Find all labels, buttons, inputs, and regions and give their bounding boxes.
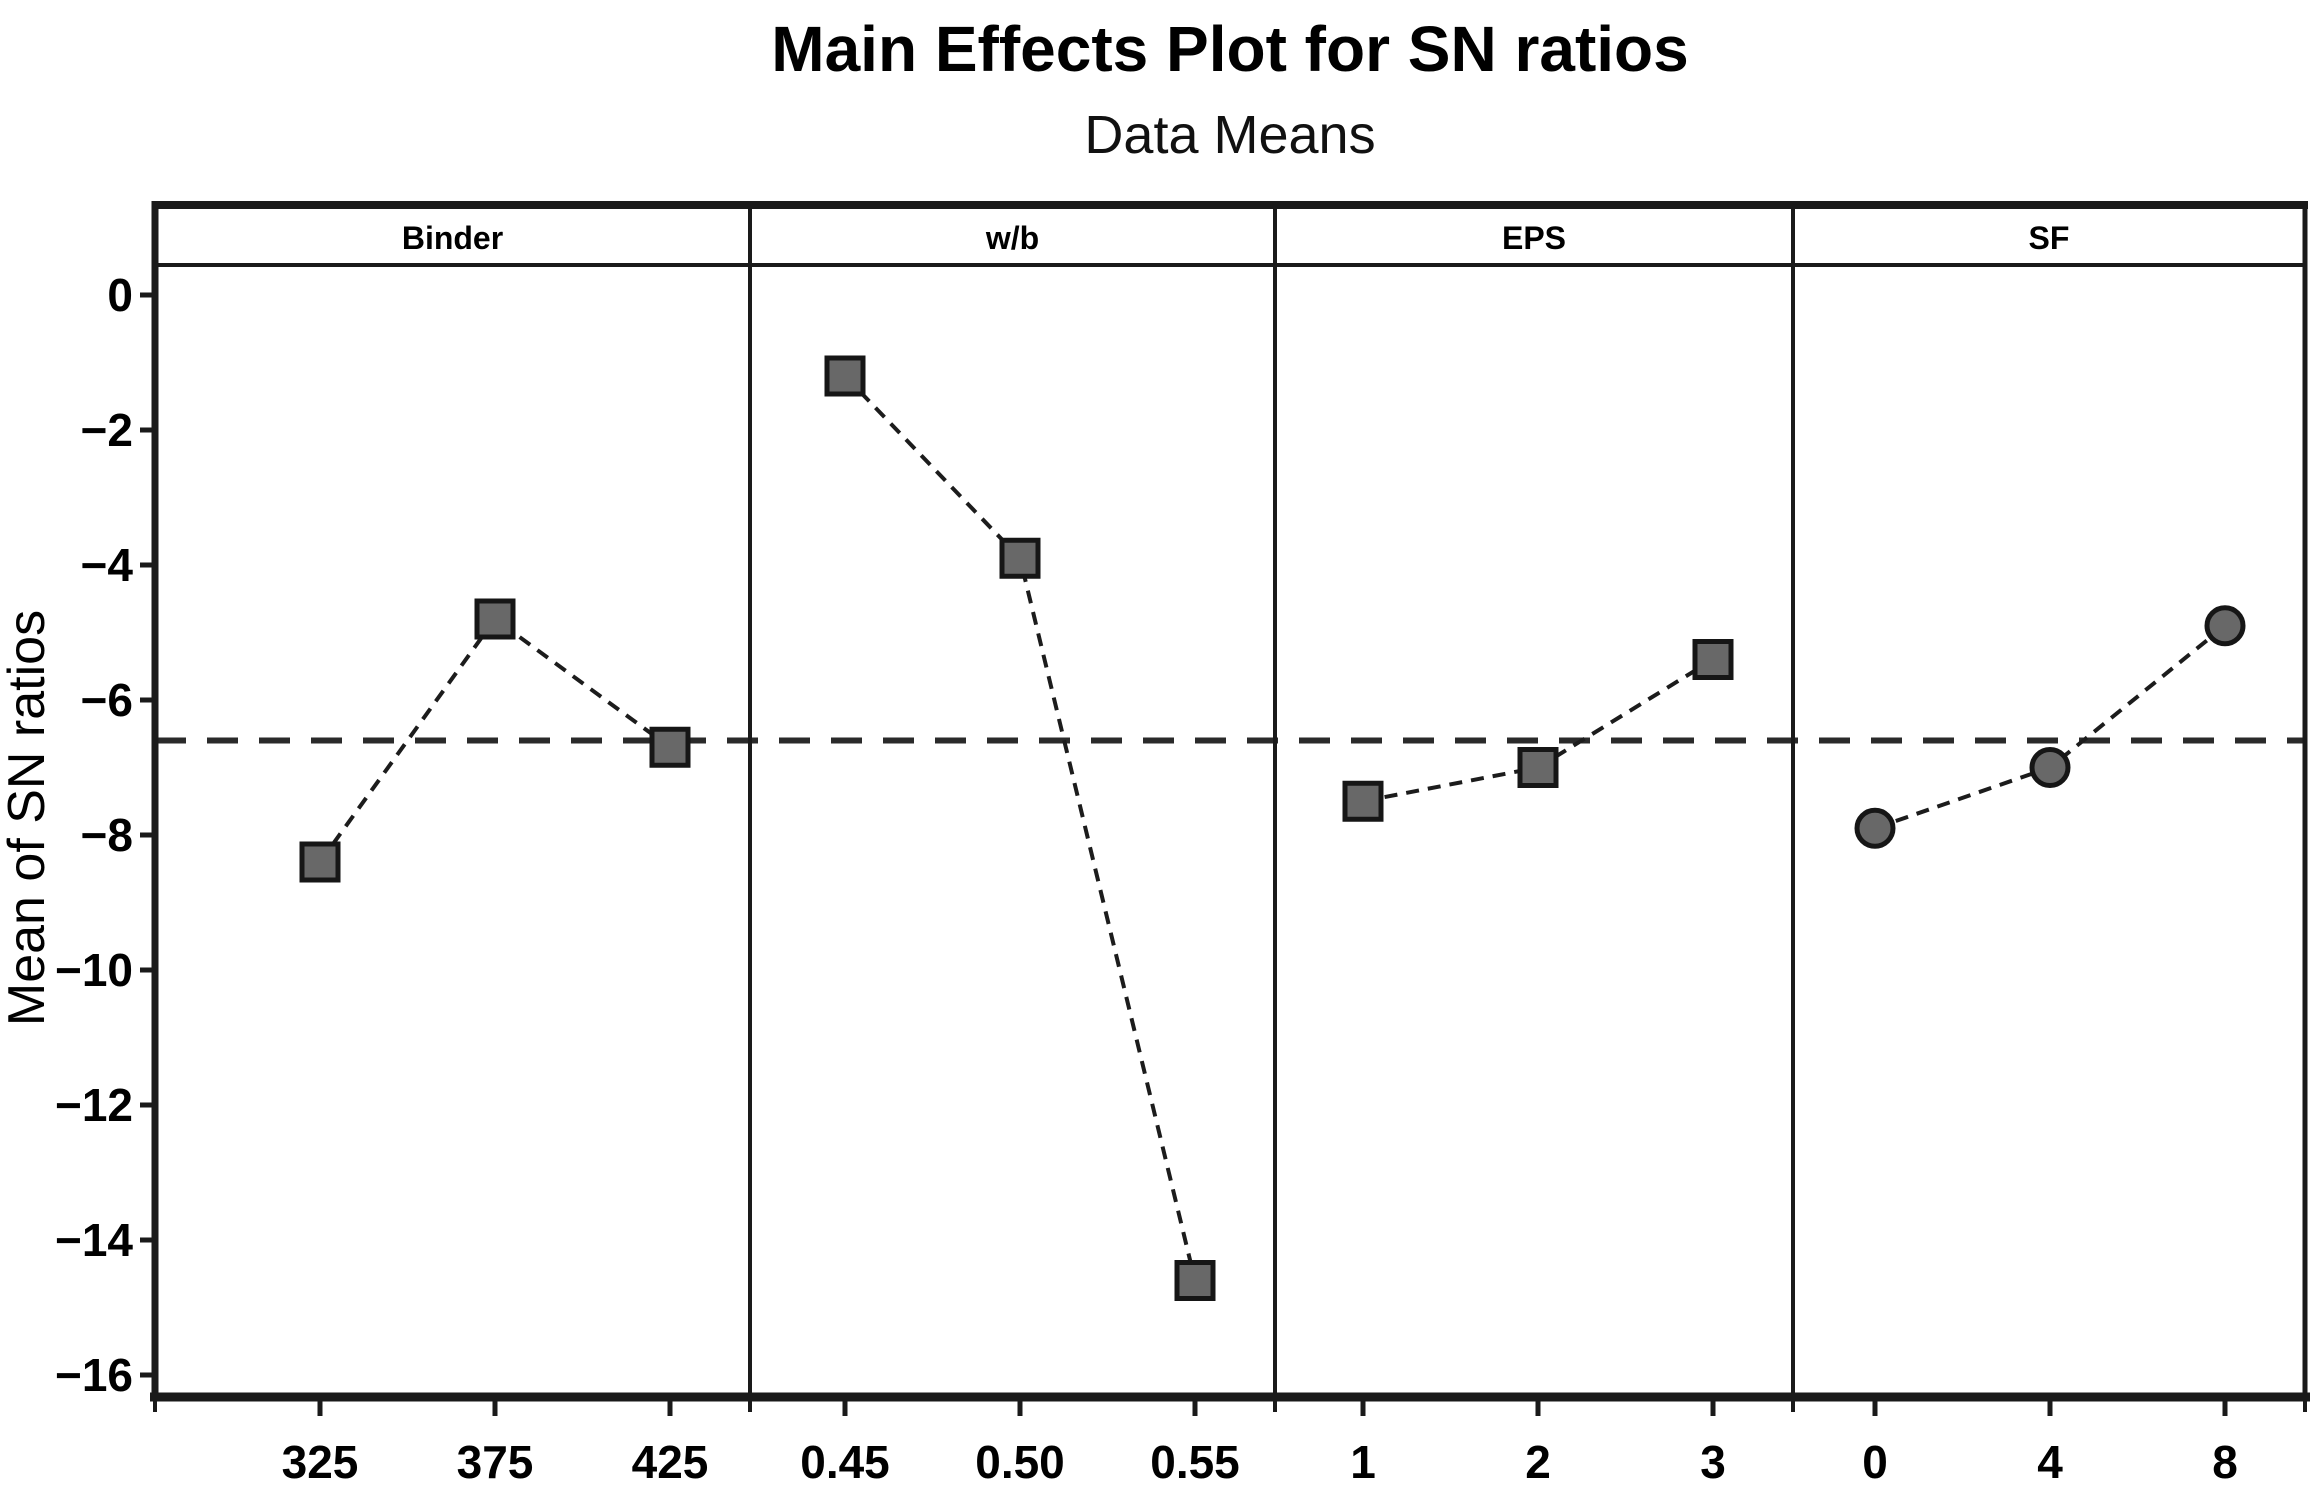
data-point-marker — [299, 841, 341, 883]
data-point-marker — [1692, 639, 1734, 680]
chart-title: Main Effects Plot for SN ratios — [771, 13, 1689, 85]
x-tick-label: 425 — [632, 1436, 709, 1487]
data-point-marker — [474, 598, 516, 640]
series-line-sf — [1874, 624, 2227, 831]
x-tick-label: 375 — [457, 1436, 534, 1487]
data-point-marker — [1342, 780, 1384, 822]
y-tick-label: −12 — [55, 1079, 133, 1131]
data-point-marker — [1174, 1260, 1216, 1301]
data-point-marker — [2029, 747, 2071, 788]
y-tick-label: −8 — [81, 809, 133, 861]
x-tick-label: 0.45 — [800, 1436, 890, 1487]
x-tick-label: 2 — [1525, 1436, 1551, 1487]
series-line-binder — [318, 616, 672, 864]
data-point-marker — [2204, 605, 2246, 647]
x-tick-label: 4 — [2037, 1436, 2063, 1487]
x-tick-label: 0.55 — [1150, 1436, 1240, 1487]
y-tick-label: −10 — [55, 944, 133, 996]
panel-header-eps: EPS — [1502, 220, 1566, 256]
y-tick-label: −4 — [81, 539, 134, 591]
data-point-marker — [824, 355, 866, 397]
panel-header-wb: w/b — [985, 220, 1039, 256]
y-tick-label: −6 — [81, 674, 133, 726]
y-tick-label: −14 — [55, 1214, 133, 1266]
y-tick-label: −2 — [81, 404, 133, 456]
data-point-marker — [1517, 747, 1559, 788]
y-axis-title: Mean of SN ratios — [0, 610, 56, 1026]
x-tick-label: 8 — [2212, 1436, 2238, 1487]
panel-header-sf: SF — [2029, 220, 2070, 256]
series-line-wb — [843, 374, 1197, 1281]
data-point-marker — [649, 726, 691, 768]
x-tick-label: 0 — [1862, 1436, 1888, 1487]
x-tick-label: 0.50 — [975, 1436, 1065, 1487]
panel-header-binder: Binder — [402, 220, 503, 256]
data-point-marker — [999, 537, 1041, 579]
x-tick-label: 325 — [282, 1436, 359, 1487]
data-point-marker — [1854, 807, 1896, 849]
y-tick-label: 0 — [107, 269, 133, 321]
x-tick-label: 1 — [1350, 1436, 1376, 1487]
y-tick-label: −16 — [55, 1349, 133, 1401]
x-tick-label: 3 — [1700, 1436, 1726, 1487]
chart-subtitle: Data Means — [1084, 105, 1376, 165]
